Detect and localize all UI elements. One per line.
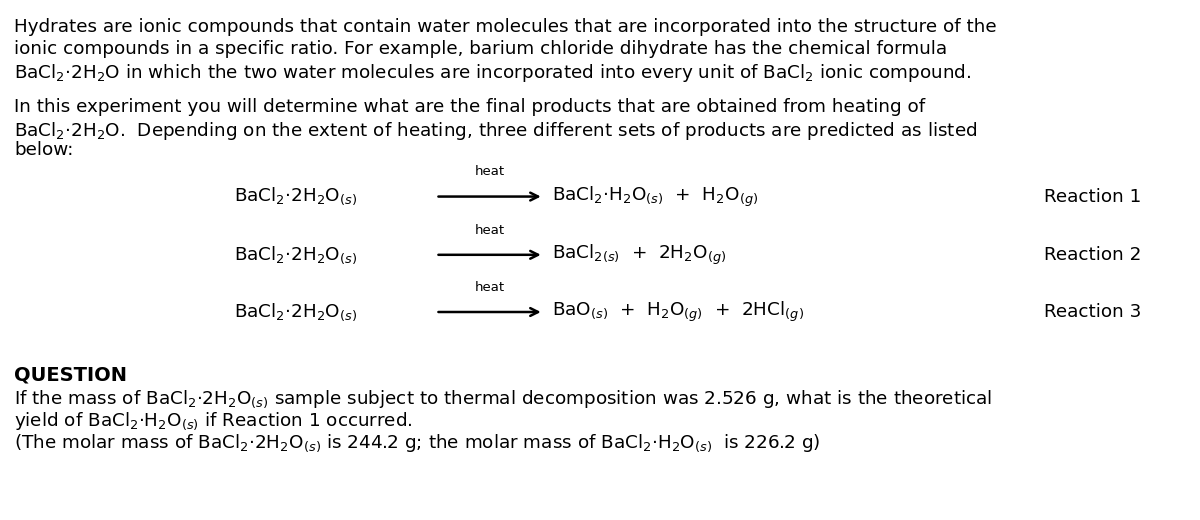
- Text: Reaction 3: Reaction 3: [1044, 303, 1141, 321]
- Text: BaCl$_2$$\cdot$2H$_2$O.  Depending on the extent of heating, three different set: BaCl$_2$$\cdot$2H$_2$O. Depending on the…: [14, 120, 978, 141]
- Text: heat: heat: [474, 281, 505, 294]
- Text: BaCl$_{2(s)}$  +  2H$_2$O$_{(g)}$: BaCl$_{2(s)}$ + 2H$_2$O$_{(g)}$: [552, 243, 726, 267]
- Text: Reaction 1: Reaction 1: [1044, 188, 1141, 205]
- Text: below:: below:: [14, 141, 73, 160]
- Text: Reaction 2: Reaction 2: [1044, 246, 1141, 264]
- Text: BaCl$_2$$\cdot$2H$_2$O$_{(s)}$: BaCl$_2$$\cdot$2H$_2$O$_{(s)}$: [234, 301, 358, 323]
- Text: heat: heat: [474, 165, 505, 178]
- Text: ionic compounds in a specific ratio. For example, barium chloride dihydrate has : ionic compounds in a specific ratio. For…: [14, 40, 948, 58]
- Text: In this experiment you will determine what are the final products that are obtai: In this experiment you will determine wh…: [14, 98, 925, 116]
- Text: QUESTION: QUESTION: [14, 365, 127, 384]
- Text: heat: heat: [474, 224, 505, 237]
- Text: yield of BaCl$_2$$\cdot$H$_2$O$_{(s)}$ if Reaction 1 occurred.: yield of BaCl$_2$$\cdot$H$_2$O$_{(s)}$ i…: [14, 410, 413, 432]
- Text: (The molar mass of BaCl$_2$$\cdot$2H$_2$O$_{(s)}$ is 244.2 g; the molar mass of : (The molar mass of BaCl$_2$$\cdot$2H$_2$…: [14, 432, 821, 454]
- Text: BaCl$_2$$\cdot$2H$_2$O$_{(s)}$: BaCl$_2$$\cdot$2H$_2$O$_{(s)}$: [234, 186, 358, 207]
- Text: Hydrates are ionic compounds that contain water molecules that are incorporated : Hydrates are ionic compounds that contai…: [14, 18, 997, 36]
- Text: BaCl$_2$$\cdot$2H$_2$O in which the two water molecules are incorporated into ev: BaCl$_2$$\cdot$2H$_2$O in which the two …: [14, 62, 972, 84]
- Text: If the mass of BaCl$_2$$\cdot$2H$_2$O$_{(s)}$ sample subject to thermal decompos: If the mass of BaCl$_2$$\cdot$2H$_2$O$_{…: [14, 388, 992, 410]
- Text: BaO$_{(s)}$  +  H$_2$O$_{(g)}$  +  2HCl$_{(g)}$: BaO$_{(s)}$ + H$_2$O$_{(g)}$ + 2HCl$_{(g…: [552, 300, 804, 324]
- Text: BaCl$_2$$\cdot$H$_2$O$_{(s)}$  +  H$_2$O$_{(g)}$: BaCl$_2$$\cdot$H$_2$O$_{(s)}$ + H$_2$O$_…: [552, 185, 758, 209]
- Text: BaCl$_2$$\cdot$2H$_2$O$_{(s)}$: BaCl$_2$$\cdot$2H$_2$O$_{(s)}$: [234, 244, 358, 266]
